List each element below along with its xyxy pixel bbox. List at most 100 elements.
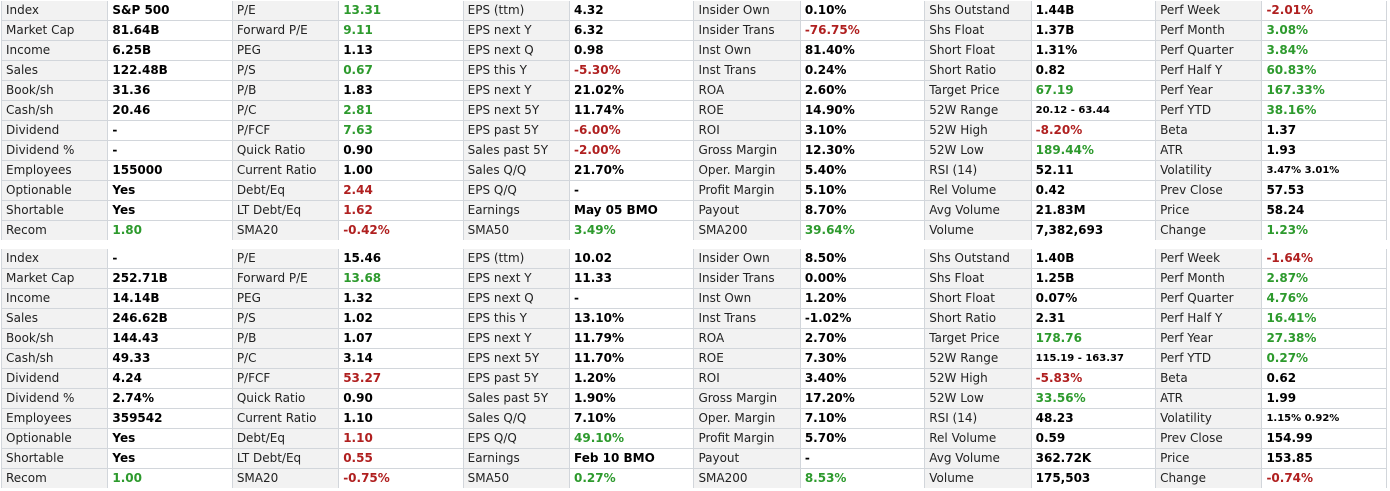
label-inst-trans: Inst Trans [693,308,801,329]
label-profit-margin: Profit Margin [693,180,801,201]
label-perf-year: Perf Year [1155,80,1263,101]
value-sma50: 0.27% [569,468,695,488]
label-eps-past-5y: EPS past 5Y [463,120,571,141]
value-recom: 1.00 [107,468,233,488]
label-forward-p-e: Forward P/E [232,20,340,41]
label-perf-week: Perf Week [1155,1,1263,21]
value-shs-outstand: 1.44B [1031,1,1157,21]
label-debt-eq: Debt/Eq [232,428,340,449]
label-perf-quarter: Perf Quarter [1155,288,1263,309]
value-profit-margin: 5.70% [800,428,926,449]
label-eps-q-q: EPS Q/Q [463,180,571,201]
table-row: Dividend % 2.74% Quick Ratio 0.90 Sales past… [0,388,1387,409]
value-eps-ttm: 4.32 [569,1,695,21]
label-cash-sh: Cash/sh [0,100,109,121]
label-peg: PEG [232,40,340,61]
label-roa: ROA [693,80,801,101]
value-sma200: 39.64% [800,220,926,240]
value-p-c: 2.81 [338,100,464,121]
label-inst-trans: Inst Trans [693,60,801,81]
value-rsi-14: 48.23 [1031,408,1157,429]
value-perf-half-y: 60.83% [1261,60,1387,81]
value-sales-past-5y: 1.90% [569,388,695,409]
table-row: Dividend % - Quick Ratio 0.90 Sales past 5Y -… [0,140,1387,161]
value-perf-quarter: 4.76% [1261,288,1387,309]
label-forward-p-e: Forward P/E [232,268,340,289]
label-sma200: SMA200 [693,220,801,240]
value-insider-trans: 0.00% [800,268,926,289]
value-p-e: 13.31 [338,1,464,21]
label-sma50: SMA50 [463,468,571,488]
value-52w-range: 115.19 - 163.37 [1031,348,1157,369]
value-p-b: 1.83 [338,80,464,101]
label-recom: Recom [0,220,109,240]
label-shs-outstand: Shs Outstand [924,1,1032,21]
value-insider-own: 8.50% [800,249,926,269]
table-row: Index - P/E 15.46 EPS (ttm) 10.02 Insider Own 8… [0,249,1387,269]
label-optionable: Optionable [0,180,109,201]
value-inst-own: 81.40% [800,40,926,61]
value-cash-sh: 20.46 [107,100,233,121]
label-rsi-14: RSI (14) [924,408,1032,429]
value-sales: 122.48B [107,60,233,81]
value-avg-volume: 362.72K [1031,448,1157,469]
value-perf-quarter: 3.84% [1261,40,1387,61]
label-volume: Volume [924,468,1032,488]
value-perf-year: 27.38% [1261,328,1387,349]
value-payout: - [800,448,926,469]
value-perf-week: -1.64% [1261,249,1387,269]
label-sales-past-5y: Sales past 5Y [463,140,571,161]
value-current-ratio: 1.10 [338,408,464,429]
value-avg-volume: 21.83M [1031,200,1157,221]
label-eps-ttm: EPS (ttm) [463,1,571,21]
value-eps-next-5y: 11.70% [569,348,695,369]
label-debt-eq: Debt/Eq [232,180,340,201]
value-lt-debt-eq: 1.62 [338,200,464,221]
label-p-fcf: P/FCF [232,368,340,389]
value-rel-volume: 0.59 [1031,428,1157,449]
value-inst-trans: 0.24% [800,60,926,81]
value-dividend: 2.74% [107,388,233,409]
label-sma20: SMA20 [232,220,340,240]
value-gross-margin: 12.30% [800,140,926,161]
value-shs-outstand: 1.40B [1031,249,1157,269]
value-p-e: 15.46 [338,249,464,269]
table-row: Dividend - P/FCF 7.63 EPS past 5Y -6.00% ROI 3.… [0,120,1387,141]
label-eps-q-q: EPS Q/Q [463,428,571,449]
table-row: Shortable Yes LT Debt/Eq 0.55 Earnings Feb 10… [0,448,1387,469]
value-target-price: 67.19 [1031,80,1157,101]
value-eps-q-q: 49.10% [569,428,695,449]
label-current-ratio: Current Ratio [232,160,340,181]
value-dividend: 4.24 [107,368,233,389]
label-rel-volume: Rel Volume [924,180,1032,201]
value-eps-this-y: -5.30% [569,60,695,81]
label-p-b: P/B [232,80,340,101]
label-52w-low: 52W Low [924,140,1032,161]
table-row: Recom 1.00 SMA20 -0.75% SMA50 0.27% SMA200 8.53… [0,468,1387,488]
label-target-price: Target Price [924,80,1032,101]
value-current-ratio: 1.00 [338,160,464,181]
table-row: Cash/sh 49.33 P/C 3.14 EPS next 5Y 11.70% ROE 7… [0,348,1387,369]
label-perf-ytd: Perf YTD [1155,100,1263,121]
value-p-fcf: 53.27 [338,368,464,389]
label-perf-week: Perf Week [1155,249,1263,269]
label-profit-margin: Profit Margin [693,428,801,449]
label-perf-half-y: Perf Half Y [1155,308,1263,329]
label-lt-debt-eq: LT Debt/Eq [232,448,340,469]
label-eps-next-y: EPS next Y [463,328,571,349]
value-eps-past-5y: 1.20% [569,368,695,389]
table-row: Market Cap 81.64B Forward P/E 9.11 EPS next … [0,20,1387,41]
label-sales-q-q: Sales Q/Q [463,408,571,429]
label-recom: Recom [0,468,109,488]
value-eps-ttm: 10.02 [569,249,695,269]
label-atr: ATR [1155,388,1263,409]
value-prev-close: 154.99 [1261,428,1387,449]
label-quick-ratio: Quick Ratio [232,140,340,161]
value-sales-q-q: 21.70% [569,160,695,181]
value-roa: 2.60% [800,80,926,101]
table-row: Recom 1.80 SMA20 -0.42% SMA50 3.49% SMA200 39.6… [0,220,1387,240]
label-market-cap: Market Cap [0,20,109,41]
value-short-ratio: 0.82 [1031,60,1157,81]
value-recom: 1.80 [107,220,233,240]
